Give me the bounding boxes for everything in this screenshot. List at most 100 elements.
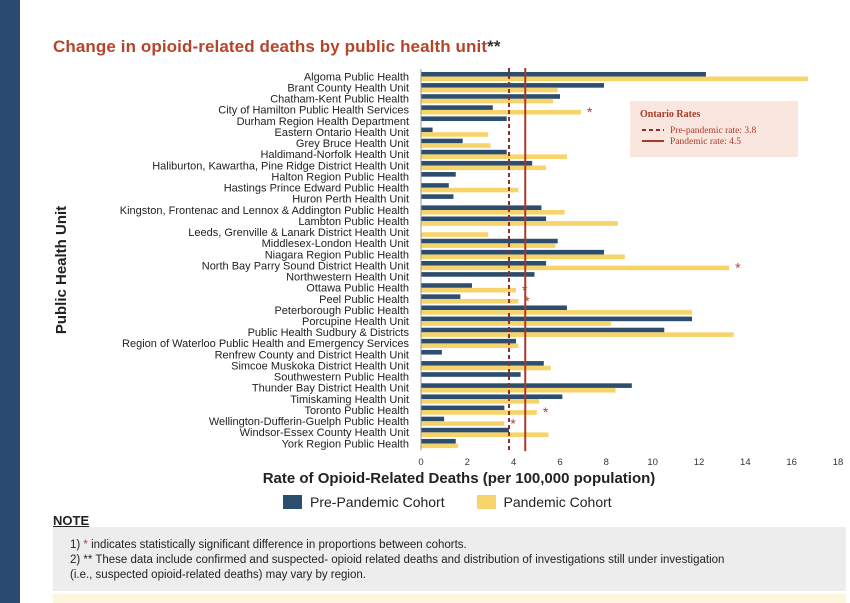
bar-pandemic [421, 343, 519, 349]
note-line-1: 1) * indicates statistically significant… [70, 539, 467, 551]
bar-pandemic [421, 243, 556, 248]
bar-pre-pandemic [421, 116, 507, 122]
legend-label-pandemic: Pandemic Cohort [503, 494, 612, 510]
bar-pre-pandemic [421, 305, 567, 311]
x-tick-label: 16 [786, 457, 797, 468]
note-line-1-prefix: 1) [70, 539, 84, 551]
significance-star: * [510, 415, 516, 431]
bar-pre-pandemic [421, 83, 605, 88]
bar-pre-pandemic [421, 238, 558, 244]
bar-pre-pandemic [421, 394, 563, 400]
bar-pre-pandemic [421, 338, 516, 344]
bar-pandemic [421, 399, 540, 404]
legend-item-pre-pandemic: Pre-Pandemic Cohort [283, 494, 445, 510]
bar-pandemic [421, 332, 734, 337]
bar-pandemic [421, 443, 459, 449]
bar-pre-pandemic [421, 372, 521, 377]
bar-pre-pandemic [421, 149, 507, 155]
category-label: Brant County Health Unit [287, 82, 409, 94]
category-label: Peterborough Public Health [274, 305, 409, 317]
bar-pre-pandemic [421, 194, 454, 199]
legend-text-pandemic: Pandemic rate: 4.5 [670, 137, 741, 147]
bar-pandemic [421, 221, 618, 226]
significance-star: * [587, 104, 593, 120]
note-star: * [83, 539, 88, 551]
significance-star: * [524, 293, 530, 309]
category-label: Niagara Region Public Health [265, 249, 409, 261]
reference-lines [508, 68, 527, 452]
x-tick-label: 8 [604, 457, 609, 468]
category-label: Haliburton, Kawartha, Pine Ridge Distric… [152, 160, 409, 172]
category-label: City of Hamilton Public Health Services [218, 105, 409, 117]
category-label: Lambton Public Health [298, 216, 409, 228]
legend-swatch-pandemic [476, 495, 496, 509]
bar-pre-pandemic [421, 160, 533, 166]
x-tick-label: 18 [833, 457, 844, 468]
note-line-1-text: indicates statistically significant diff… [87, 539, 467, 551]
x-tick-label: 6 [557, 457, 562, 468]
bar-pre-pandemic [421, 361, 544, 366]
category-label: Hastings Prince Edward Public Health [224, 183, 409, 195]
category-label: North Bay Parry Sound District Health Un… [202, 260, 409, 272]
bar-pre-pandemic [421, 138, 463, 144]
bars-group [421, 71, 808, 449]
category-label: Algoma Public Health [304, 71, 409, 83]
category-label: Haldimand-Norfolk Health Unit [260, 149, 409, 161]
x-tick-label: 14 [740, 457, 751, 468]
bar-pandemic [421, 232, 489, 237]
category-label: Wellington-Dufferin-Guelph Public Health [209, 416, 409, 428]
category-label: Windsor-Essex County Health Unit [240, 427, 409, 439]
category-label: Toronto Public Health [304, 405, 409, 417]
bar-pandemic [421, 109, 581, 115]
category-label: Timiskaming Health Unit [290, 394, 409, 406]
bar-pandemic [421, 265, 730, 271]
bar-pre-pandemic [421, 261, 547, 266]
bar-pandemic [421, 87, 558, 93]
significance-markers: ****** [510, 104, 741, 431]
category-label: Middlesex-London Health Unit [262, 238, 409, 250]
note-heading: NOTE [53, 513, 90, 528]
bar-pandemic [421, 421, 505, 426]
category-label: Porcupine Health Unit [302, 316, 409, 328]
x-tick-label: 12 [694, 457, 705, 468]
bar-pre-pandemic [421, 283, 472, 288]
category-label: Durham Region Health Department [237, 116, 409, 128]
bar-pre-pandemic [421, 383, 632, 388]
bar-pre-pandemic [421, 316, 693, 322]
chart-title: Change in opioid-related deaths by publi… [53, 37, 501, 57]
bar-pandemic [421, 165, 547, 171]
note-line-2: 2) ** These data include confirmed and s… [70, 554, 725, 566]
bar-pandemic [421, 210, 565, 215]
significance-star: * [522, 282, 528, 298]
significance-star: * [543, 404, 549, 420]
bar-pandemic [421, 410, 537, 415]
bar-pandemic [421, 132, 489, 137]
legend-label-pre-pandemic: Pre-Pandemic Cohort [310, 494, 445, 510]
bar-pre-pandemic [421, 249, 605, 255]
series-legend: Pre-Pandemic Cohort Pandemic Cohort [283, 494, 640, 510]
bar-pandemic [421, 298, 519, 304]
bottom-strip [53, 594, 846, 603]
bar-pre-pandemic [421, 427, 510, 433]
category-label: Public Health Sudbury & Districts [248, 327, 410, 339]
bar-pre-pandemic [421, 183, 449, 188]
bar-pre-pandemic [421, 172, 456, 177]
category-label: Kingston, Frontenac and Lennox & Addingt… [120, 205, 409, 217]
bar-pandemic [421, 365, 551, 371]
category-label: Eastern Ontario Health Unit [274, 127, 409, 139]
category-label: Thunder Bay District Health Unit [252, 383, 409, 395]
bar-pandemic [421, 98, 554, 104]
bar-pre-pandemic [421, 71, 706, 77]
category-label: Ottawa Public Health [306, 283, 409, 295]
bar-pandemic [421, 154, 567, 159]
legend-text-pre-pandemic: Pre-pandemic rate: 3.8 [670, 126, 757, 136]
category-label: Grey Bruce Health Unit [296, 138, 409, 150]
bar-pre-pandemic [421, 416, 445, 422]
bar-pre-pandemic [421, 405, 505, 411]
bar-pre-pandemic [421, 349, 442, 355]
bar-pre-pandemic [421, 438, 456, 444]
category-label: Simcoe Muskoka District Health Unit [231, 360, 409, 372]
category-label: York Region Public Health [282, 438, 409, 450]
category-label: Halton Region Public Health [271, 171, 409, 183]
bar-pandemic [421, 143, 491, 148]
